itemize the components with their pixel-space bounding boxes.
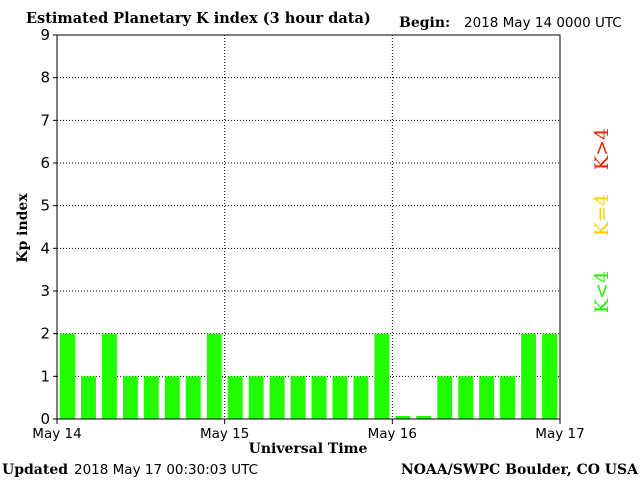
kp-bar (80, 376, 96, 419)
y-tick-label: 2 (40, 325, 50, 343)
kp-bar (437, 376, 453, 419)
y-axis-label: Kp index (15, 193, 31, 263)
chart-title: Estimated Planetary K index (3 hour data… (26, 10, 371, 27)
y-tick-label: 0 (40, 410, 50, 428)
x-tick-label: May 15 (200, 426, 249, 442)
kp-bar (269, 376, 285, 419)
kp-bar (206, 333, 222, 419)
updated-label: Updated (2, 462, 68, 478)
x-tick-label: May 16 (368, 426, 417, 442)
y-tick-label: 9 (40, 26, 50, 44)
kp-bar (500, 376, 516, 419)
kp-bar (521, 333, 537, 419)
begin-label: Begin: (399, 15, 450, 31)
kp-bar (311, 376, 327, 419)
legend-k-less-4: K<4 (591, 271, 613, 313)
kp-bar (332, 376, 348, 419)
kp-bar (143, 376, 159, 419)
kp-bar (290, 376, 306, 419)
kp-bar (185, 376, 201, 419)
plot-frame (56, 34, 561, 420)
y-tick-label: 7 (40, 111, 50, 129)
kp-bar (164, 376, 180, 419)
y-tick-label: 3 (40, 282, 50, 300)
y-tick-label: 6 (40, 154, 50, 172)
kp-bar (374, 333, 390, 419)
updated-value: 2018 May 17 00:30:03 UTC (74, 462, 258, 478)
x-axis-label: Universal Time (249, 441, 368, 457)
x-tick-label: May 17 (535, 426, 584, 442)
kp-bar (60, 333, 75, 419)
y-tick-label: 1 (40, 367, 50, 385)
y-tick-label: 4 (40, 239, 50, 257)
kp-bar (248, 376, 264, 419)
legend-k-equal-4: K=4 (591, 194, 613, 236)
kp-bar (353, 376, 369, 419)
kp-bar (101, 333, 117, 419)
kp-bar (479, 376, 495, 419)
kp-bar (458, 376, 474, 419)
kp-bar (227, 376, 243, 419)
y-tick-label: 5 (40, 197, 50, 215)
legend-k-greater-4: K>4 (591, 128, 613, 170)
kp-bar (416, 416, 432, 419)
kp-bar (542, 333, 557, 419)
begin-value: 2018 May 14 0000 UTC (464, 15, 622, 31)
x-tick-label: May 14 (32, 426, 81, 442)
kp-bar (395, 416, 411, 419)
kp-bar (122, 376, 138, 419)
y-tick-label: 8 (40, 69, 50, 87)
source-credit: NOAA/SWPC Boulder, CO USA (401, 462, 639, 478)
